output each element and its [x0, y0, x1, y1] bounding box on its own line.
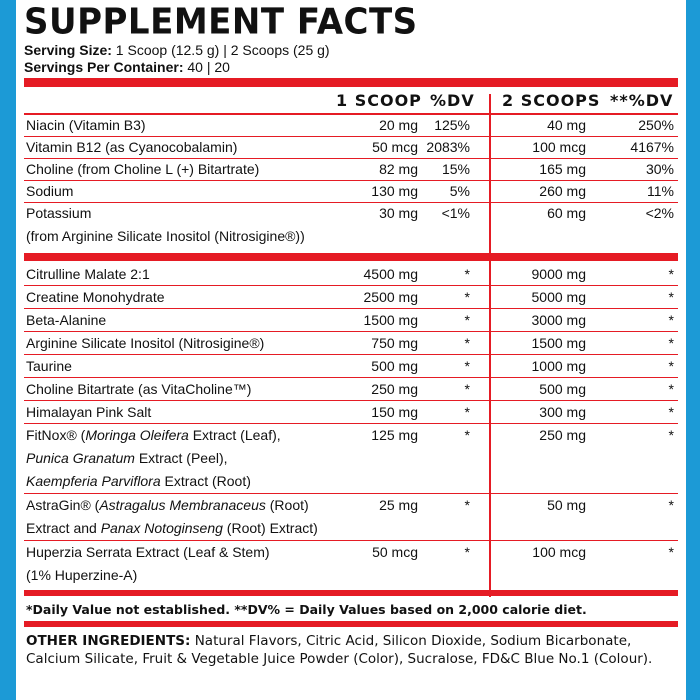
table-row: Creatine Monohydrate 2500 mg * 5000 mg * — [24, 286, 678, 309]
section-divider — [24, 253, 678, 261]
table-row: FitNox® (Moringa Oleifera Extract (Leaf)… — [24, 424, 678, 494]
section-divider — [24, 590, 678, 596]
header-one-scoop: 1 SCOOP — [336, 91, 422, 110]
header-dv-1: %DV — [430, 91, 475, 110]
supplement-facts-panel: SUPPLEMENT FACTS Serving Size: 1 Scoop (… — [16, 0, 686, 700]
table-row: Citrulline Malate 2:1 4500 mg * 9000 mg * — [24, 263, 678, 286]
label-title: SUPPLEMENT FACTS — [24, 1, 418, 43]
vitamins-table: Niacin (Vitamin B3) 20 mg 125% 40 mg 250% Vi… — [24, 115, 678, 253]
table-row: Himalayan Pink Salt 150 mg * 300 mg * — [24, 401, 678, 424]
table-row: Vitamin B12 (as Cyanocobalamin) 50 mcg 208… — [24, 137, 678, 159]
table-row: Beta-Alanine 1500 mg * 3000 mg * — [24, 309, 678, 332]
table-row: Taurine 500 mg * 1000 mg * — [24, 355, 678, 378]
table-row: Huperzia Serrata Extract (Leaf & Stem) (… — [26, 544, 674, 583]
footnote: *Daily Value not established. **DV% = Da… — [26, 602, 587, 617]
table-row: Sodium 130 mg 5% 260 mg 11% — [24, 181, 678, 203]
column-header-row: 1 SCOOP %DV 2 SCOOPS **%DV — [24, 87, 678, 115]
column-divider — [489, 94, 491, 597]
table-row: Niacin (Vitamin B3) 20 mg 125% 40 mg 250% — [24, 115, 678, 137]
servings-per-container: Servings Per Container: 40 | 20 — [24, 59, 230, 75]
table-row: Choline Bitartrate (as VitaCholine™) 250 … — [24, 378, 678, 401]
top-divider — [24, 78, 678, 87]
table-row: Choline (from Choline L (+) Bitartrate) 8… — [24, 159, 678, 181]
bottom-divider — [24, 621, 678, 627]
other-ingredients: OTHER INGREDIENTS: Natural Flavors, Citr… — [26, 633, 653, 667]
table-row: Potassium (from Arginine Silicate Inosito… — [26, 205, 674, 244]
serving-size: Serving Size: 1 Scoop (12.5 g) | 2 Scoop… — [24, 42, 330, 58]
ingredients-table: Citrulline Malate 2:1 4500 mg * 9000 mg * Cr… — [24, 261, 678, 590]
header-dv-2: **%DV — [610, 91, 674, 110]
table-row: AstraGin® (Astragalus Membranaceus (Root… — [24, 494, 678, 541]
header-two-scoops: 2 SCOOPS — [502, 91, 601, 110]
table-row: Arginine Silicate Inositol (Nitrosigine®… — [24, 332, 678, 355]
